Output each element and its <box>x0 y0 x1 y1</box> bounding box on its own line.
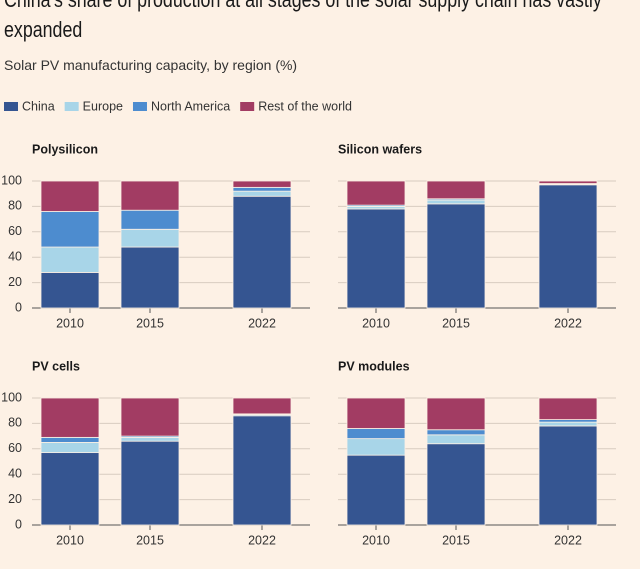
legend-label: Europe <box>83 99 123 113</box>
x-tick-label: 2010 <box>56 533 84 547</box>
legend-label: North America <box>151 99 230 113</box>
bar-segment <box>232 195 292 309</box>
x-tick-label: 2022 <box>554 533 582 547</box>
y-tick-label: 100 <box>1 173 22 187</box>
bar-segment <box>426 397 486 431</box>
bar-segment <box>346 180 406 206</box>
bar-segment <box>346 438 406 456</box>
bar-segment <box>120 180 180 211</box>
bar-segment <box>40 436 100 443</box>
x-tick-label: 2022 <box>554 316 582 330</box>
x-tick-label: 2010 <box>56 316 84 330</box>
x-tick-label: 2022 <box>248 533 276 547</box>
legend-swatch <box>132 102 147 111</box>
bar-segment <box>346 454 406 526</box>
y-tick-label: 100 <box>1 390 22 404</box>
bar-segment <box>538 184 598 309</box>
bar-segment <box>40 442 100 454</box>
subtitle: Solar PV manufacturing capacity, by regi… <box>4 57 298 73</box>
y-tick-label: 0 <box>15 300 22 314</box>
y-tick-label: 60 <box>8 224 22 238</box>
legend-label: China <box>22 99 55 113</box>
x-tick-label: 2022 <box>248 316 276 330</box>
bar-segment <box>426 199 486 205</box>
bar-segment <box>40 452 100 526</box>
bar-segment <box>120 397 180 437</box>
legend-label: Rest of the world <box>258 99 352 113</box>
legend-swatch <box>4 102 18 111</box>
bar-segment <box>232 190 292 197</box>
panel-title: Polysilicon <box>32 142 98 156</box>
bar-segment <box>120 436 180 442</box>
x-tick-label: 2010 <box>362 533 390 547</box>
bar-segment <box>40 246 100 273</box>
legend-swatch <box>64 102 79 111</box>
y-tick-label: 80 <box>8 199 22 213</box>
y-tick-label: 60 <box>8 441 22 455</box>
legend-swatch <box>240 102 255 111</box>
x-tick-label: 2015 <box>136 316 164 330</box>
bar-segment <box>426 429 486 436</box>
bar-segment <box>232 186 292 192</box>
bar-segment <box>346 428 406 440</box>
y-tick-label: 20 <box>8 492 22 506</box>
x-tick-label: 2010 <box>362 316 390 330</box>
bar-segment <box>120 440 180 526</box>
title: China's share of production at all stage… <box>4 0 602 42</box>
bar-segment <box>538 425 598 526</box>
bar-segment <box>40 211 100 248</box>
bar-segment <box>232 397 292 415</box>
bar-segment <box>120 246 180 309</box>
bar-segment <box>538 180 598 184</box>
bar-segment <box>120 209 180 230</box>
bar-segment <box>426 180 486 200</box>
bar-segment <box>40 397 100 438</box>
y-tick-label: 0 <box>15 517 22 531</box>
x-tick-label: 2015 <box>442 533 470 547</box>
panel-title: PV modules <box>338 359 410 373</box>
bar-segment <box>346 208 406 309</box>
bar-segment <box>426 203 486 309</box>
y-tick-label: 40 <box>8 249 22 263</box>
bar-segment <box>232 415 292 526</box>
y-tick-label: 40 <box>8 466 22 480</box>
x-tick-label: 2015 <box>442 316 470 330</box>
bar-segment <box>232 180 292 188</box>
panel-title: PV cells <box>32 359 80 373</box>
bar-segment <box>40 272 100 309</box>
bar-segment <box>538 421 598 427</box>
bar-segment <box>120 228 180 248</box>
panel-title: Silicon wafers <box>338 142 422 156</box>
bar-segment <box>426 443 486 526</box>
y-tick-label: 80 <box>8 416 22 430</box>
bar-segment <box>538 397 598 420</box>
bar-segment <box>40 180 100 212</box>
y-tick-label: 20 <box>8 275 22 289</box>
x-tick-label: 2015 <box>136 533 164 547</box>
bar-segment <box>346 397 406 429</box>
bar-segment <box>426 434 486 445</box>
